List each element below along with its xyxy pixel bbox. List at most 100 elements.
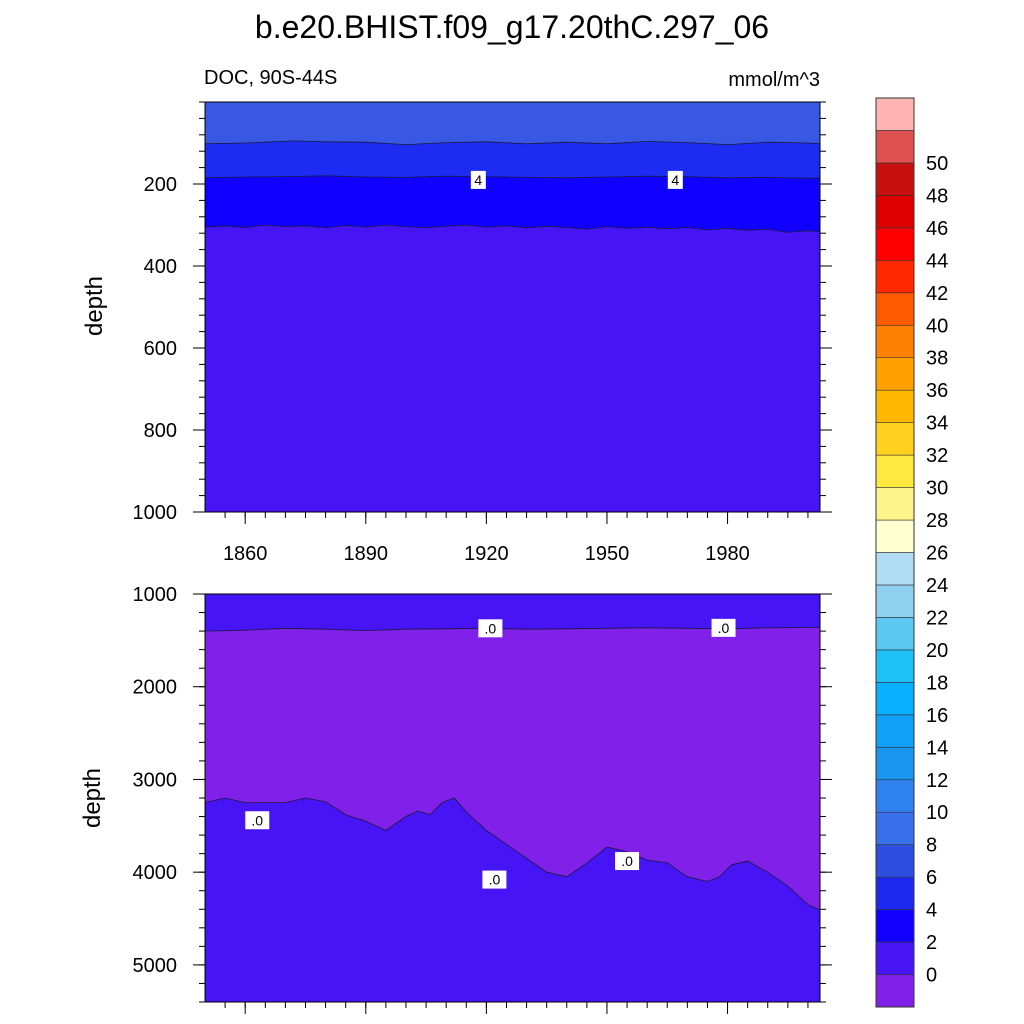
colorbar-swatch <box>875 357 915 391</box>
contour-label-box <box>245 811 270 830</box>
contour-label-box <box>470 170 486 189</box>
contour-line <box>205 627 820 632</box>
region-fill <box>205 594 820 911</box>
contour-line <box>205 224 820 233</box>
colorbar-label: 10 <box>926 802 948 824</box>
y-tick-label: 800 <box>144 420 177 442</box>
x-tick-label: 1980 <box>705 543 750 565</box>
plot-area <box>205 594 820 1002</box>
colorbar-label: 2 <box>926 932 937 954</box>
colorbar-swatch <box>875 260 915 294</box>
contour-label: .0 <box>718 620 730 636</box>
colorbar-swatch <box>875 974 915 1008</box>
colorbar: 0246810121416182022242628303234363840424… <box>875 97 948 1008</box>
colorbar-label: 18 <box>926 672 948 694</box>
colorbar-label: 34 <box>926 413 948 435</box>
colorbar-swatch <box>875 617 915 651</box>
lower-panel: .0 .0 .0 .0 .0 1000 2000 3000 4000 5000 <box>133 584 832 1014</box>
contour-label: 4 <box>474 172 482 188</box>
colorbar-swatch <box>875 649 915 683</box>
colorbar-frame <box>875 97 915 1008</box>
colorbar-swatch <box>875 844 915 878</box>
contour-line <box>205 175 820 179</box>
colorbar-label: 22 <box>926 607 948 629</box>
colorbar-label: 16 <box>926 705 948 727</box>
colorbar-label: 12 <box>926 770 948 792</box>
y-tick-label: 1000 <box>133 584 178 606</box>
x-tick-label: 1890 <box>344 543 389 565</box>
upper-left-label: DOC, 90S-44S <box>204 67 337 89</box>
x-tick-label: 1860 <box>223 543 268 565</box>
colorbar-swatch <box>875 584 915 618</box>
colorbar-swatch <box>875 552 915 586</box>
contour-label: .0 <box>485 620 497 636</box>
colorbar-label: 42 <box>926 283 948 305</box>
contour-label-box <box>478 619 503 638</box>
colorbar-label: 32 <box>926 445 948 467</box>
colorbar-label: 8 <box>926 835 937 857</box>
colorbar-label: 6 <box>926 867 937 889</box>
contour-label: .0 <box>621 853 633 869</box>
colorbar-label: 36 <box>926 380 948 402</box>
colorbar-swatch <box>875 682 915 716</box>
region-fill <box>205 102 820 145</box>
colorbar-swatch <box>875 941 915 975</box>
colorbar-swatch <box>875 487 915 521</box>
y-tick-label: 2000 <box>133 677 178 699</box>
plot-area <box>205 102 820 512</box>
y-tick-label: 1000 <box>133 502 178 524</box>
colorbar-swatch <box>875 746 915 781</box>
colorbar-swatch <box>875 162 915 196</box>
colorbar-swatch <box>875 389 915 423</box>
y-tick-label: 400 <box>144 256 177 278</box>
colorbar-swatch <box>875 876 915 910</box>
colorbar-swatch <box>875 909 915 943</box>
lower-ylabel: depth <box>79 768 106 828</box>
colorbar-label: 20 <box>926 640 948 662</box>
plot-frame <box>204 101 821 513</box>
contour-label: .0 <box>489 872 501 888</box>
colorbar-label: 38 <box>926 348 948 370</box>
colorbar-swatch <box>875 454 915 488</box>
contour-line <box>205 797 820 911</box>
upper-ylabel: depth <box>81 276 108 336</box>
contour-label-box <box>711 618 736 637</box>
contour-label: .0 <box>251 812 263 828</box>
colorbar-label: 40 <box>926 315 948 337</box>
colorbar-swatch <box>875 227 915 261</box>
y-tick-label: 600 <box>144 338 177 360</box>
colorbar-swatch <box>875 811 915 845</box>
contour-label-box <box>615 852 640 871</box>
contour-label: 4 <box>671 172 679 188</box>
colorbar-swatch <box>875 130 915 164</box>
upper-right-label: mmol/m^3 <box>728 69 820 91</box>
colorbar-swatch <box>875 97 915 131</box>
y-tick-label: 4000 <box>133 862 178 884</box>
colorbar-label: 48 <box>926 185 948 207</box>
y-tick-label: 200 <box>144 174 177 196</box>
upper-panel: 4 4 200 400 600 800 1000 1860 1890 1920 1950 1980 <box>133 101 832 565</box>
y-tick-label: 5000 <box>133 955 178 977</box>
colorbar-label: 30 <box>926 478 948 500</box>
x-tick-label: 1920 <box>464 543 509 565</box>
colorbar-label: 46 <box>926 218 948 240</box>
colorbar-label: 24 <box>926 575 948 597</box>
contour-line <box>205 140 820 146</box>
colorbar-label: 0 <box>926 965 937 987</box>
colorbar-label: 26 <box>926 543 948 565</box>
contour-label-box <box>667 170 683 189</box>
colorbar-label: 50 <box>926 153 948 175</box>
colorbar-label: 4 <box>926 900 937 922</box>
region-fill <box>205 594 820 632</box>
chart-title: b.e20.BHIST.f09_g17.20thC.297_06 <box>255 9 769 45</box>
colorbar-label: 28 <box>926 510 948 532</box>
colorbar-label: 14 <box>926 737 948 759</box>
contour-label-box <box>482 870 507 889</box>
y-tick-label: 3000 <box>133 769 178 791</box>
colorbar-label: 44 <box>926 250 948 272</box>
colorbar-swatch <box>875 779 915 813</box>
colorbar-swatch <box>875 195 915 229</box>
colorbar-swatch <box>875 292 915 326</box>
x-tick-label: 1950 <box>585 543 630 565</box>
